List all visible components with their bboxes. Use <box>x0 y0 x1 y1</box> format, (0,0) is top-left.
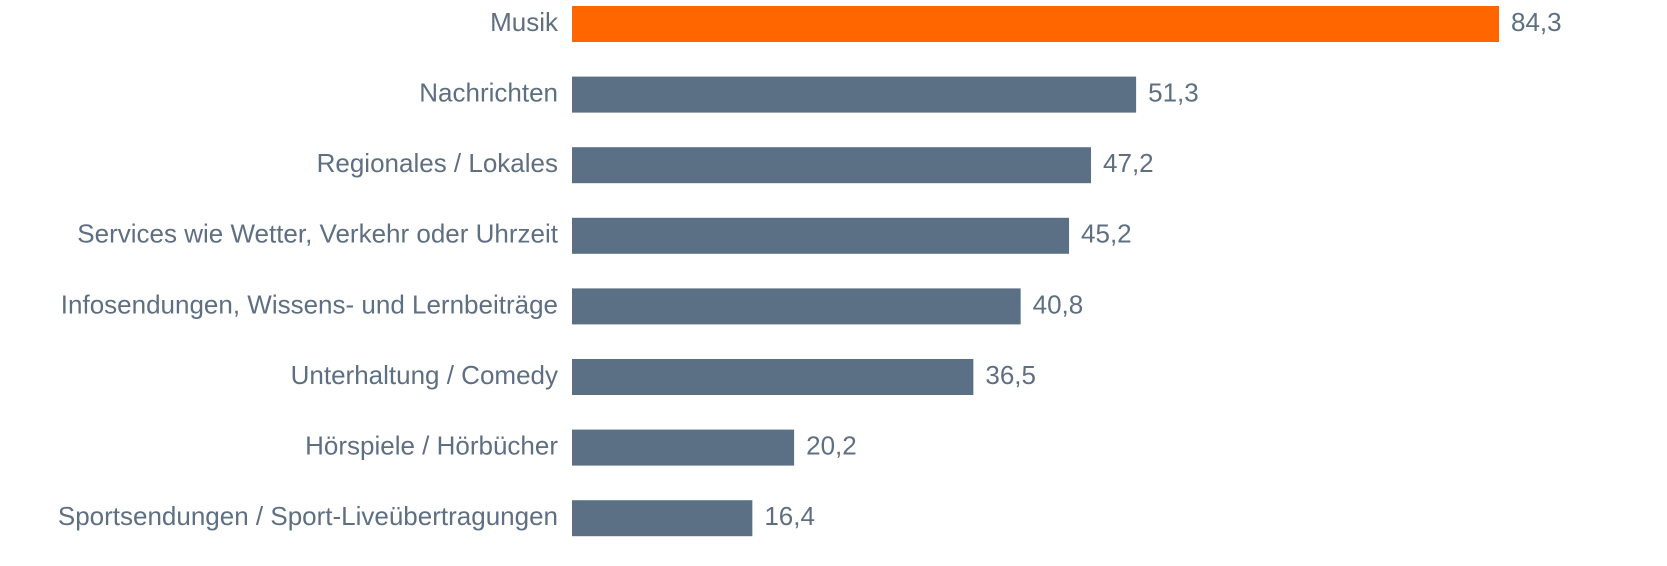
category-label: Hörspiele / Hörbücher <box>305 430 558 460</box>
category-label: Nachrichten <box>419 77 558 107</box>
category-label: Musik <box>490 7 559 37</box>
value-label: 45,2 <box>1081 219 1132 249</box>
value-label: 20,2 <box>806 430 857 460</box>
value-label: 36,5 <box>985 360 1036 390</box>
category-label: Unterhaltung / Comedy <box>291 360 558 390</box>
bar <box>572 76 1137 113</box>
value-label: 47,2 <box>1103 148 1154 178</box>
value-label: 16,4 <box>764 501 815 531</box>
category-label: Sportsendungen / Sport-Liveübertragungen <box>58 501 558 531</box>
bar <box>572 429 795 466</box>
bar <box>572 288 1021 325</box>
category-label: Infosendungen, Wissens- und Lernbeiträge <box>61 289 558 319</box>
bar <box>572 359 974 395</box>
category-label: Regionales / Lokales <box>317 148 558 178</box>
value-label: 51,3 <box>1148 77 1199 107</box>
value-label: 40,8 <box>1033 289 1084 319</box>
bar <box>572 6 1499 42</box>
category-label: Services wie Wetter, Verkehr oder Uhrzei… <box>77 219 558 249</box>
value-label: 84,3 <box>1511 7 1562 37</box>
bar <box>572 500 753 537</box>
bar <box>572 147 1092 184</box>
bar <box>572 217 1070 254</box>
